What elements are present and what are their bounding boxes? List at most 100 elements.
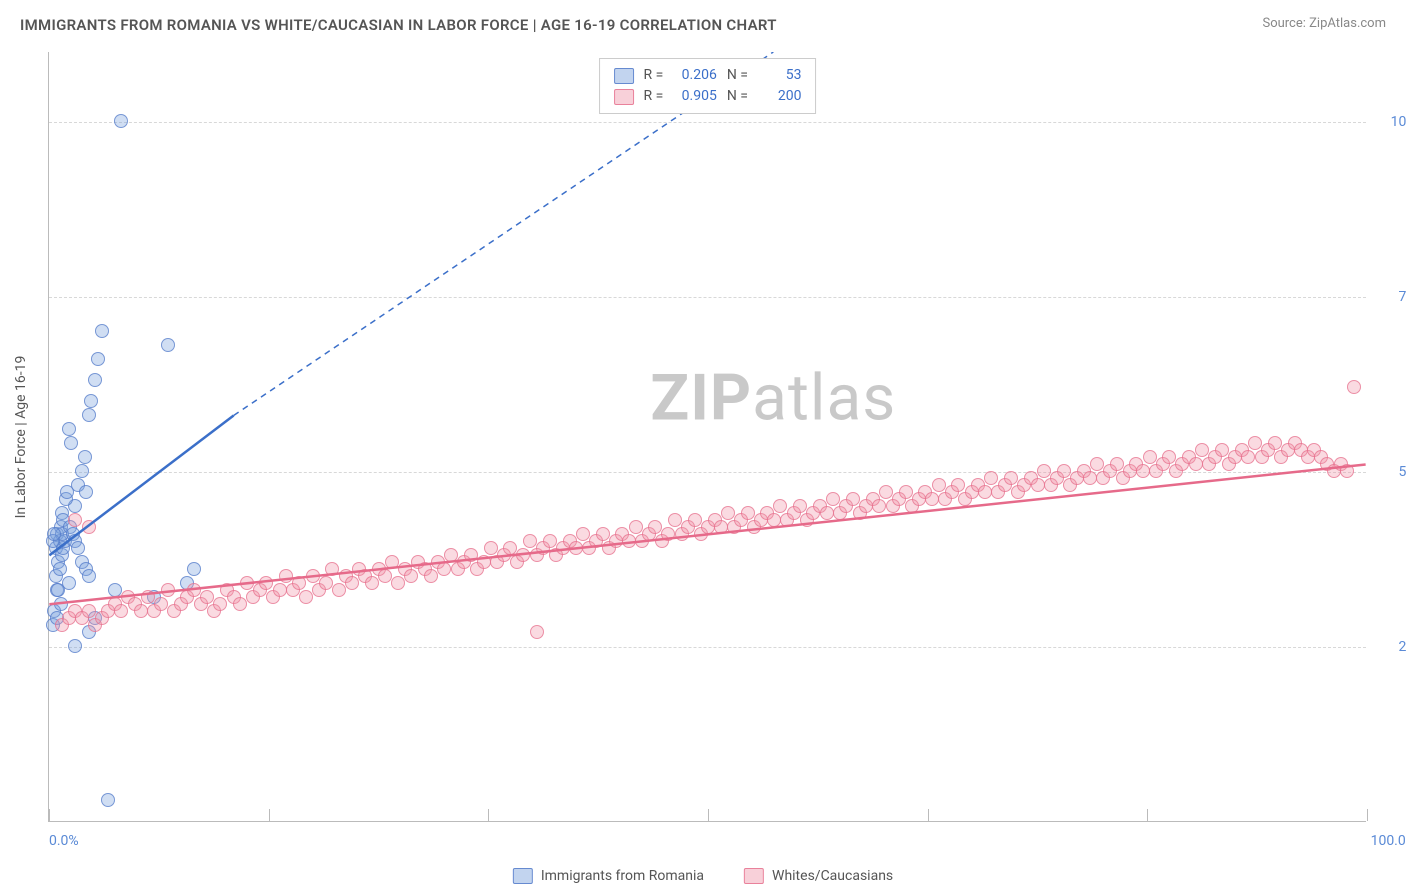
scatter-point xyxy=(279,569,293,583)
scatter-point xyxy=(213,597,227,611)
scatter-point xyxy=(820,506,834,520)
legend-swatch-pink xyxy=(614,89,634,105)
scatter-point xyxy=(332,583,346,597)
scatter-point xyxy=(1083,471,1097,485)
x-tick xyxy=(49,809,50,821)
scatter-point xyxy=(648,520,662,534)
x-tick xyxy=(1147,809,1148,821)
legend-label: Immigrants from Romania xyxy=(541,868,704,884)
trend-lines xyxy=(49,52,1366,821)
scatter-point xyxy=(826,492,840,506)
stats-legend: R = 0.206 N = 53 R = 0.905 N = 200 xyxy=(599,58,817,114)
scatter-point xyxy=(47,527,61,541)
bottom-legend: Immigrants from Romania Whites/Caucasian… xyxy=(513,868,893,884)
scatter-point xyxy=(879,485,893,499)
gridline-h xyxy=(49,647,1366,648)
scatter-point xyxy=(978,485,992,499)
scatter-point xyxy=(82,569,96,583)
scatter-point xyxy=(134,604,148,618)
legend-swatch-blue xyxy=(614,68,634,84)
scatter-point xyxy=(932,478,946,492)
scatter-point xyxy=(1057,464,1071,478)
scatter-point xyxy=(516,548,530,562)
scatter-point xyxy=(1004,471,1018,485)
scatter-point xyxy=(306,569,320,583)
scatter-point xyxy=(108,583,122,597)
scatter-point xyxy=(1110,457,1124,471)
scatter-point xyxy=(622,534,636,548)
scatter-point xyxy=(1241,450,1255,464)
scatter-point xyxy=(661,527,675,541)
scatter-point xyxy=(951,478,965,492)
scatter-point xyxy=(629,520,643,534)
scatter-point xyxy=(64,436,78,450)
scatter-point xyxy=(1248,436,1262,450)
x-tick xyxy=(488,809,489,821)
scatter-point xyxy=(530,625,544,639)
scatter-point xyxy=(91,352,105,366)
scatter-point xyxy=(464,548,478,562)
scatter-point xyxy=(101,793,115,807)
scatter-point xyxy=(259,576,273,590)
scatter-point xyxy=(161,583,175,597)
scatter-point xyxy=(84,394,98,408)
y-tick-label: 75.0% xyxy=(1370,289,1406,305)
scatter-point xyxy=(1090,457,1104,471)
x-tick-label: 100.0% xyxy=(1371,833,1406,849)
scatter-point xyxy=(141,590,155,604)
y-tick-label: 25.0% xyxy=(1370,639,1406,655)
scatter-point xyxy=(984,471,998,485)
chart-title: IMMIGRANTS FROM ROMANIA VS WHITE/CAUCASI… xyxy=(20,16,777,34)
scatter-point xyxy=(114,114,128,128)
scatter-point xyxy=(233,597,247,611)
y-axis-title: In Labor Force | Age 16-19 xyxy=(13,355,29,518)
scatter-point xyxy=(319,576,333,590)
scatter-point xyxy=(1189,457,1203,471)
scatter-point xyxy=(714,520,728,534)
scatter-point xyxy=(82,520,96,534)
legend-swatch-blue-bottom xyxy=(513,868,533,884)
scatter-point xyxy=(51,583,65,597)
scatter-point xyxy=(385,555,399,569)
scatter-point xyxy=(345,576,359,590)
y-tick-label: 50.0% xyxy=(1370,464,1406,480)
scatter-point xyxy=(523,534,537,548)
scatter-point xyxy=(187,583,201,597)
x-tick xyxy=(269,809,270,821)
scatter-point xyxy=(477,555,491,569)
scatter-point xyxy=(187,562,201,576)
x-tick-label: 0.0% xyxy=(49,833,79,849)
scatter-point xyxy=(114,604,128,618)
scatter-point xyxy=(846,492,860,506)
scatter-point xyxy=(773,499,787,513)
legend-label: Whites/Caucasians xyxy=(772,868,893,884)
scatter-point xyxy=(404,569,418,583)
scatter-point xyxy=(391,576,405,590)
scatter-point xyxy=(68,513,82,527)
scatter-point xyxy=(596,527,610,541)
scatter-point xyxy=(161,338,175,352)
scatter-point xyxy=(569,541,583,555)
scatter-point xyxy=(1340,464,1354,478)
scatter-point xyxy=(1195,443,1209,457)
x-tick xyxy=(928,809,929,821)
scatter-point xyxy=(1031,478,1045,492)
scatter-point xyxy=(484,541,498,555)
scatter-point xyxy=(1347,380,1361,394)
scatter-point xyxy=(325,562,339,576)
plot-area: In Labor Force | Age 16-19 ZIPatlas 25.0… xyxy=(48,52,1366,822)
scatter-point xyxy=(378,569,392,583)
scatter-point xyxy=(88,373,102,387)
source-label: Source: ZipAtlas.com xyxy=(1262,16,1386,31)
gridline-h xyxy=(49,297,1366,298)
scatter-point xyxy=(240,576,254,590)
scatter-point xyxy=(1037,464,1051,478)
scatter-point xyxy=(82,604,96,618)
scatter-point xyxy=(292,576,306,590)
scatter-point xyxy=(1162,450,1176,464)
scatter-point xyxy=(424,569,438,583)
scatter-point xyxy=(668,513,682,527)
scatter-point xyxy=(53,562,67,576)
scatter-point xyxy=(688,513,702,527)
scatter-point xyxy=(78,450,92,464)
